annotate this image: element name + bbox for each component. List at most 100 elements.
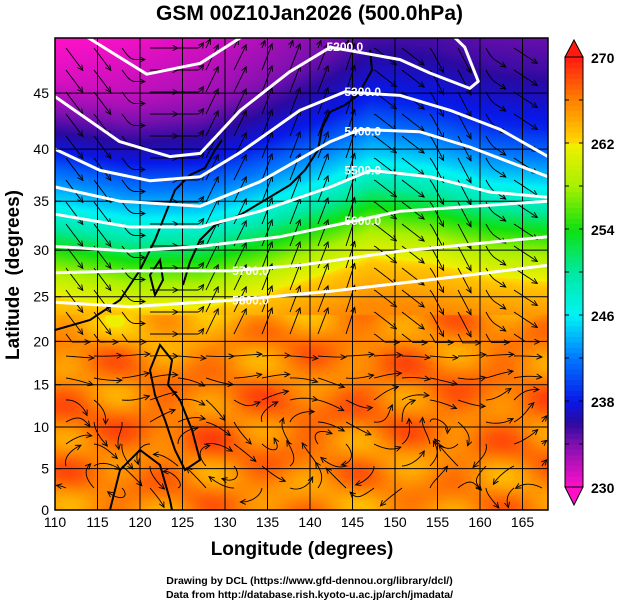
streamline (513, 69, 538, 86)
streamline-arrowhead (323, 152, 330, 160)
streamline-arrowhead (105, 86, 112, 94)
streamline (93, 223, 112, 247)
streamline (205, 308, 219, 335)
streamline-arrowhead (295, 86, 301, 94)
contour-5800 (54, 263, 549, 309)
streamline-arrowhead (499, 171, 507, 178)
streamline (373, 386, 399, 401)
colorbar-segment (565, 94, 583, 101)
streamline (85, 463, 95, 489)
streamline-arrowhead (286, 439, 293, 447)
streamline (380, 487, 403, 507)
streamline-arrowhead (406, 417, 413, 425)
streamline (485, 333, 510, 343)
colorbar-segment (565, 105, 583, 112)
streamline-arrowhead (499, 149, 507, 156)
streamline (373, 69, 397, 88)
streamline (65, 157, 84, 181)
streamline (177, 427, 198, 445)
streamline-arrowhead (326, 429, 334, 435)
colorbar-segment (565, 379, 583, 386)
streamline-arrowhead (172, 352, 180, 359)
streamline (373, 354, 402, 357)
streamline (401, 113, 425, 132)
streamline (93, 421, 108, 447)
streamline (178, 306, 205, 313)
streamline-arrowhead (418, 323, 425, 330)
colorbar-segment (565, 272, 583, 278)
colorbar-segment (565, 175, 583, 182)
streamline-arrowhead (423, 375, 431, 382)
streamline (429, 47, 445, 73)
coastline-japan (182, 49, 374, 286)
streamline (205, 242, 219, 269)
streamline-arrowhead (438, 66, 445, 74)
streamline-arrowhead (198, 129, 205, 137)
streamline (65, 223, 84, 247)
colorbar-segment (565, 62, 583, 69)
streamline (401, 47, 425, 66)
streamline (233, 110, 247, 137)
streamline-arrowhead (273, 437, 280, 445)
colorbar-segment (565, 212, 583, 219)
colorbar-segment (565, 218, 583, 225)
colorbar-segment (565, 137, 583, 144)
streamline (289, 197, 301, 225)
streamline-arrowhead (536, 373, 543, 380)
colorbar-segment (565, 57, 583, 63)
streamline-arrowhead (284, 371, 291, 378)
streamline-arrowhead (139, 276, 147, 283)
streamline (345, 153, 356, 181)
streamline (65, 91, 84, 115)
streamline-arrowhead (444, 427, 451, 435)
colorbar-segment (565, 261, 583, 268)
streamline (457, 376, 486, 380)
streamline-arrowhead (267, 152, 274, 160)
streamline-arrowhead (479, 402, 487, 409)
streamline (289, 40, 294, 49)
colorbar-tick-label: 238 (591, 394, 615, 410)
streamline (485, 388, 512, 401)
streamline (121, 353, 150, 357)
streamline (373, 113, 397, 132)
x-tick-label: 135 (256, 514, 280, 530)
streamline-arrowhead (424, 354, 431, 361)
plot-frame (54, 37, 549, 511)
streamline-arrowhead (284, 352, 292, 359)
streamline (149, 374, 178, 379)
streamline (345, 43, 356, 71)
streamline (457, 91, 472, 117)
contour-label: 5500.0 (344, 163, 381, 177)
streamline-arrowhead (213, 43, 219, 51)
streamline-arrowhead (438, 220, 445, 228)
streamline-arrowhead (507, 418, 515, 424)
colorbar-segment (565, 363, 583, 370)
streamline (345, 399, 373, 409)
streamline-arrowhead (241, 65, 247, 73)
colorbar-segment (565, 465, 583, 472)
streamline-arrowhead (349, 491, 356, 498)
streamline (317, 421, 345, 432)
streamline-arrowhead (116, 352, 124, 359)
streamline (153, 453, 179, 467)
streamline (401, 333, 428, 344)
contour-label: 5400.0 (344, 125, 381, 139)
streamline-arrowhead (267, 42, 274, 50)
streamline-arrowhead (419, 416, 426, 424)
colorbar-segment (565, 444, 583, 450)
streamline (205, 377, 234, 385)
colorbar-segment (565, 255, 583, 262)
streamline (345, 421, 372, 436)
streamline-arrowhead (323, 284, 330, 292)
streamline (429, 355, 458, 359)
streamline (289, 397, 318, 401)
streamline-arrowhead (503, 339, 511, 346)
streamline (317, 263, 329, 291)
colorbar-segment (565, 481, 583, 488)
streamline (261, 373, 290, 379)
streamline-arrowhead (267, 218, 274, 226)
streamline-arrowhead (350, 240, 356, 248)
streamline-arrowhead (465, 330, 472, 338)
streamline (513, 267, 538, 284)
streamline-arrowhead (77, 130, 84, 138)
